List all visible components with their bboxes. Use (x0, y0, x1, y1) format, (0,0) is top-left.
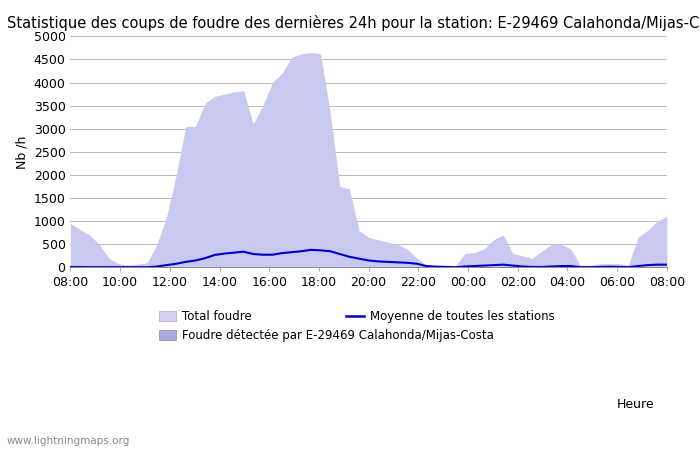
Legend: Foudre détectée par E-29469 Calahonda/Mijas-Costa: Foudre détectée par E-29469 Calahonda/Mi… (154, 324, 499, 346)
Title: Statistique des coups de foudre des dernières 24h pour la station: E-29469 Calah: Statistique des coups de foudre des dern… (7, 15, 700, 31)
Text: www.lightningmaps.org: www.lightningmaps.org (7, 436, 130, 446)
Y-axis label: Nb /h: Nb /h (15, 135, 28, 169)
Text: Heure: Heure (617, 398, 655, 411)
